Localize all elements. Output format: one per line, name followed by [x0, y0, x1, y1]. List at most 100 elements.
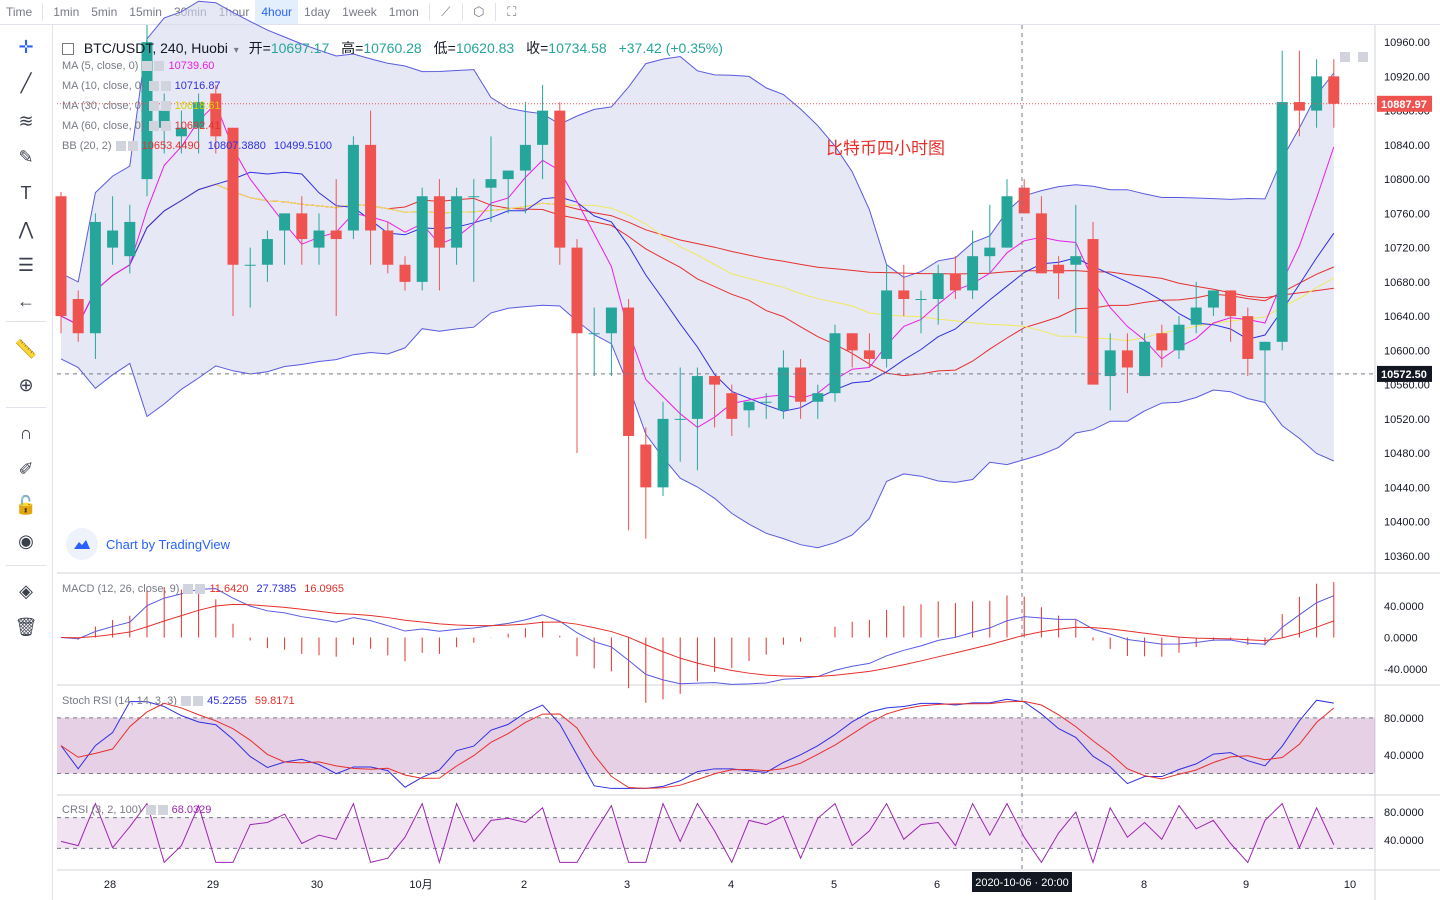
close-label: 收= [526, 40, 549, 56]
candle-body [279, 213, 291, 231]
fullscreen-icon[interactable]: ⛶ [507, 4, 517, 19]
candle-body [623, 307, 635, 436]
ma30-label: MA (30, close, 0) [62, 100, 145, 112]
symbol-label[interactable]: BTC/USDT, 240, Huobi [83, 40, 228, 56]
settings-icon[interactable] [181, 696, 192, 707]
trash-icon[interactable]: 🗑 [14, 616, 38, 637]
candle-body [674, 418, 686, 420]
chevron-down-icon[interactable]: ▾ [233, 45, 239, 56]
interval-1mon[interactable]: 1mon [388, 5, 419, 19]
ma5-legend[interactable]: MA (5, close, 0) 10739.60 [62, 60, 214, 72]
macd-legend[interactable]: MACD (12, 26, close, 9) 11.6420 27.7385 16… [62, 583, 344, 595]
ruler-icon[interactable]: 📏 [14, 338, 38, 359]
bb-upper-value: 10807.3880 [207, 140, 266, 152]
ma30-value: 10618.61 [174, 100, 221, 112]
candle-body [1104, 350, 1116, 377]
settings-icon[interactable] [183, 584, 194, 595]
macd-hist-value: 11.6420 [209, 583, 249, 595]
settings-icon[interactable] [148, 121, 159, 132]
fib-icon[interactable]: ≋ [18, 110, 34, 131]
crsi-legend[interactable]: CRSI (3, 2, 100) 68.0329 [62, 804, 211, 816]
candle-body [416, 196, 428, 282]
chart-annotation[interactable]: 比特币四小时图 [826, 139, 945, 158]
stoch-legend[interactable]: Stoch RSI (14, 14, 3, 3) 45.2255 59.8171 [62, 695, 295, 707]
crsi-tick-label: 80.0000 [1384, 807, 1424, 819]
candle-body [313, 230, 325, 248]
back-arrow-icon[interactable]: ← [17, 290, 35, 311]
macd-tick-label: 40.0000 [1384, 601, 1424, 613]
pattern-icon[interactable]: ⋀ [18, 218, 34, 239]
settings-icon[interactable] [115, 141, 126, 152]
candle-body [1242, 316, 1254, 359]
settings-icon[interactable] [145, 805, 156, 816]
interval-1day[interactable]: 1day [304, 5, 331, 19]
interval-5min[interactable]: 5min [91, 5, 118, 19]
close-icon[interactable] [154, 61, 165, 72]
divider [6, 407, 46, 408]
stoch-band-fill [57, 717, 1375, 774]
ma30-legend[interactable]: MA (30, close, 0) 10618.61 [62, 100, 221, 112]
macd-tick-label: 0.0000 [1384, 633, 1418, 645]
change-value: +37.42 (+0.35%) [618, 40, 723, 56]
candle-body [691, 376, 703, 419]
candle-body [502, 170, 514, 180]
ma10-legend[interactable]: MA (10, close, 0) 10716.87 [62, 80, 221, 92]
candle-body [1276, 102, 1288, 342]
open-value: 10697.17 [270, 40, 330, 56]
candle-body [537, 110, 549, 145]
bollinger-band-fill [61, 1, 1334, 548]
candle-body [743, 401, 755, 411]
candle-body [640, 444, 652, 488]
text-icon[interactable]: T [20, 182, 32, 203]
interval-4hour[interactable]: 4hour [255, 0, 299, 24]
indicators-icon[interactable]: ⬡ [473, 4, 485, 19]
price-tick-label: 10560.00 [1384, 380, 1430, 392]
lock-drawing-icon[interactable]: ✐ [18, 458, 34, 479]
settings-icon[interactable] [148, 101, 159, 112]
price-tick-label: 10800.00 [1384, 174, 1430, 186]
pane-up-button [1340, 52, 1350, 62]
interval-1week[interactable]: 1week [342, 5, 377, 19]
crosshair-icon[interactable]: ✛ [18, 36, 34, 57]
candle-body [330, 230, 342, 240]
candle-body [863, 350, 875, 359]
interval-15min[interactable]: 15min [129, 5, 162, 19]
interval-Time[interactable]: Time [6, 5, 33, 19]
ma5-value: 10739.60 [168, 60, 215, 72]
low-value: 10620.83 [455, 40, 515, 56]
zoom-in-icon[interactable]: ⊕ [18, 374, 34, 395]
close-icon[interactable] [160, 121, 171, 132]
ma60-legend[interactable]: MA (60, close, 0) 10692.41 [62, 120, 221, 132]
candle-body [1207, 290, 1219, 308]
bb-legend[interactable]: BB (20, 2) 10653.4490 10807.3880 10499.510… [62, 140, 332, 152]
watermark-label: Chart by TradingView [106, 536, 231, 552]
candle-body [1035, 213, 1047, 274]
prediction-icon[interactable]: ☰ [17, 254, 35, 275]
settings-icon[interactable] [148, 81, 159, 92]
chart-type-icon[interactable]: ⟋ [441, 4, 451, 19]
interval-1min[interactable]: 1min [53, 5, 80, 19]
settings-icon[interactable] [142, 61, 153, 72]
open-label: 开= [248, 40, 271, 56]
close-icon[interactable] [193, 696, 204, 707]
close-icon[interactable] [160, 101, 171, 112]
close-icon[interactable] [160, 81, 171, 92]
tradingview-watermark[interactable]: Chart by TradingView [66, 528, 230, 560]
unlock-icon[interactable]: 🔓 [14, 494, 38, 515]
close-icon[interactable] [195, 584, 206, 595]
candle-body [984, 247, 996, 257]
collapse-icon[interactable] [62, 43, 74, 56]
close-icon[interactable] [157, 805, 168, 816]
macd-line-value: 27.7385 [256, 583, 297, 595]
candle-body [399, 264, 411, 282]
trend-line-icon[interactable]: ╱ [20, 72, 32, 93]
magnet-icon[interactable]: ∩ [19, 422, 33, 443]
close-icon[interactable] [127, 141, 138, 152]
layers-icon[interactable]: ◈ [19, 580, 33, 601]
price-tick-label: 10920.00 [1384, 71, 1430, 83]
brush-icon[interactable]: ✎ [18, 146, 34, 167]
candle-body [107, 230, 119, 248]
bb-basis-value: 10653.4490 [141, 140, 200, 152]
eye-icon[interactable]: ◉ [18, 530, 34, 551]
